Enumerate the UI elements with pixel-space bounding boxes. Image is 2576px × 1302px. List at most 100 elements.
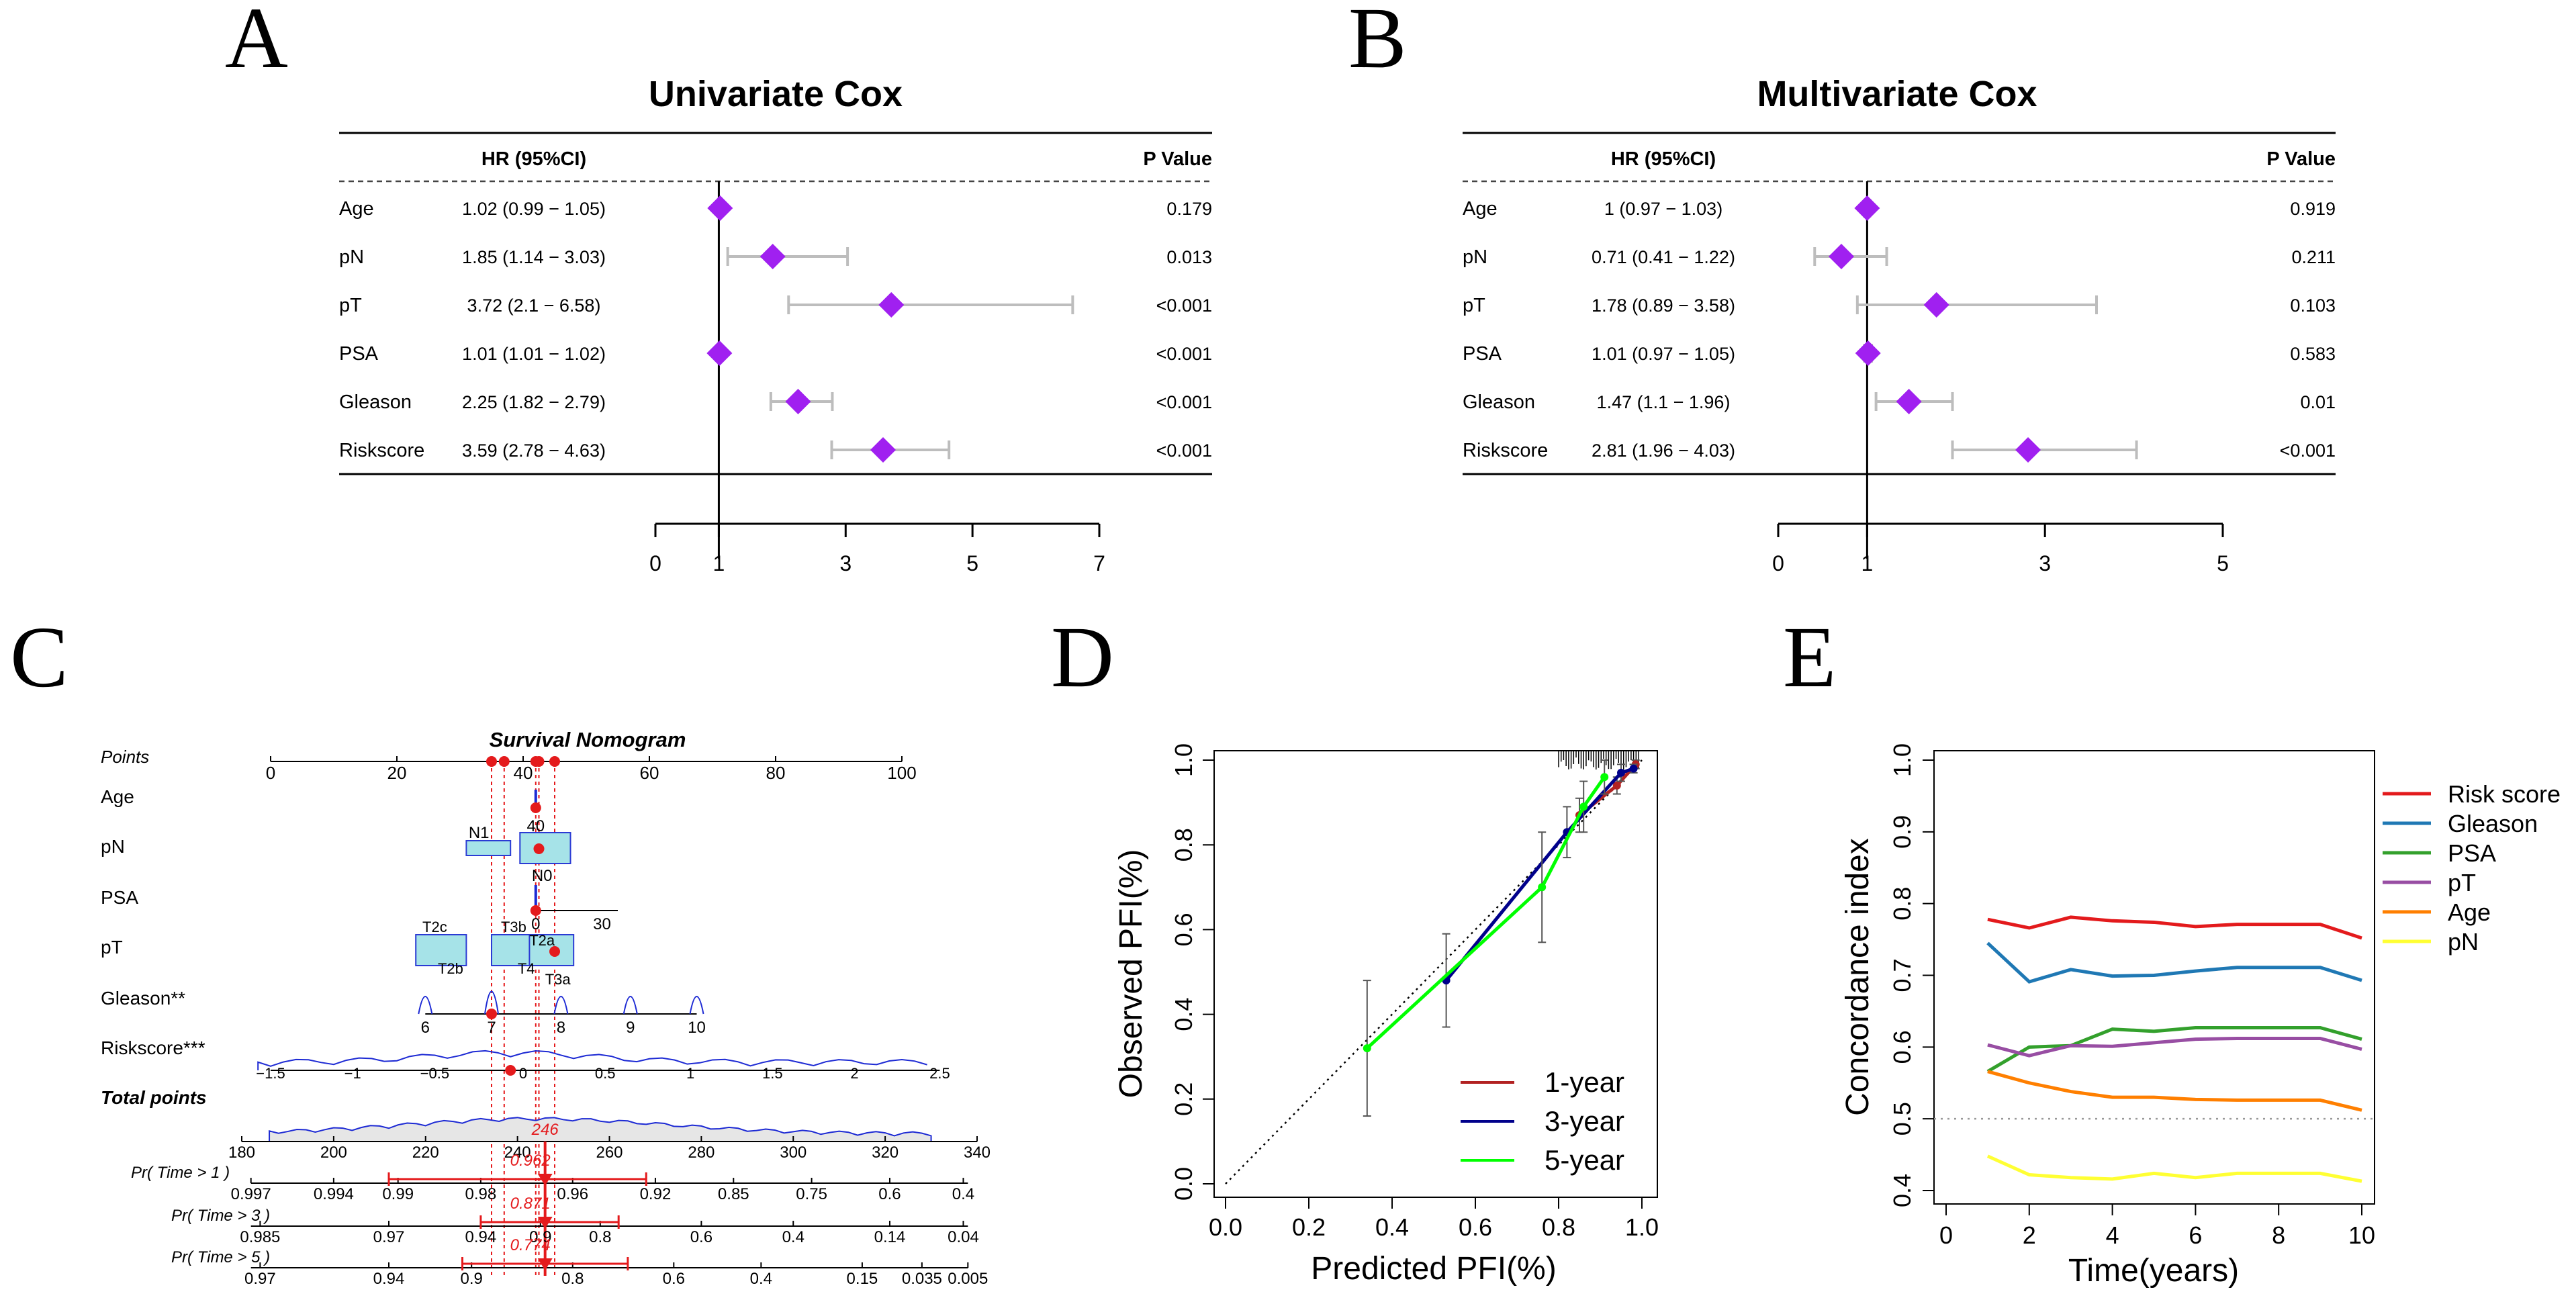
hr-point bbox=[870, 437, 896, 463]
calibration-line bbox=[1366, 776, 1606, 1050]
p-value: <0.001 bbox=[1156, 440, 1212, 461]
row-label: Gleason bbox=[1463, 391, 1535, 413]
pn-box-n1 bbox=[465, 840, 512, 856]
y-tick-label: 0.0 bbox=[1170, 1167, 1197, 1201]
p-value: <0.001 bbox=[2280, 440, 2336, 461]
legend-label: 1-year bbox=[1545, 1066, 1624, 1098]
calibration-line bbox=[1444, 767, 1635, 982]
gleason-density-peak bbox=[553, 996, 569, 1015]
pt-category-label: T4 bbox=[518, 960, 535, 977]
variable-label: pN bbox=[101, 836, 125, 857]
probability-marker bbox=[537, 1258, 553, 1270]
calibration-point bbox=[1600, 773, 1609, 782]
pn-category-label: N0 bbox=[532, 867, 553, 885]
row-label: pT bbox=[1463, 295, 1485, 316]
p-value: 0.583 bbox=[2290, 344, 2336, 364]
gleason-tick-label: 9 bbox=[626, 1019, 635, 1037]
p-value: 0.179 bbox=[1166, 199, 1212, 219]
probability-marker bbox=[537, 1174, 553, 1186]
x-tick-label: 5 bbox=[966, 551, 978, 575]
legend-label: pN bbox=[2448, 928, 2479, 956]
panel-label-c: C bbox=[10, 609, 68, 706]
x-tick-label: 0 bbox=[649, 551, 661, 575]
p-value: <0.001 bbox=[1156, 295, 1212, 316]
probability-tick-label: 0.98 bbox=[465, 1185, 497, 1203]
x-tick-label: 1 bbox=[713, 551, 725, 575]
total-tick-label: 240 bbox=[504, 1144, 531, 1162]
calibration-point bbox=[1363, 1044, 1371, 1053]
total-selected-label: 246 bbox=[531, 1121, 559, 1139]
hr-value: 2.81 (1.96 − 4.03) bbox=[1592, 440, 1735, 461]
probability-tick-label: 0.6 bbox=[878, 1185, 901, 1203]
ideal-diagonal bbox=[1225, 759, 1643, 1184]
row-label: Riskscore bbox=[1463, 440, 1548, 461]
total-tick-label: 180 bbox=[228, 1144, 255, 1162]
probability-tick-label: 0.6 bbox=[690, 1228, 712, 1246]
row-label: Age bbox=[339, 198, 374, 220]
points-label: Points bbox=[101, 747, 149, 767]
hr-header: HR (95%CI) bbox=[481, 148, 586, 170]
x-tick-label: 0.8 bbox=[1542, 1213, 1575, 1241]
nomogram-title: Survival Nomogram bbox=[490, 728, 686, 751]
calibration-point bbox=[1538, 883, 1547, 892]
plot-frame bbox=[1933, 750, 2375, 1205]
x-tick-label: 0.2 bbox=[1292, 1213, 1326, 1241]
x-axis-title: Time(years) bbox=[2068, 1253, 2239, 1289]
row-label: Age bbox=[1463, 198, 1498, 220]
probability-tick-label: 0.96 bbox=[557, 1185, 588, 1203]
hr-value: 3.72 (2.1 − 6.58) bbox=[467, 295, 601, 316]
riskscore-tick-label: 1.5 bbox=[762, 1065, 783, 1082]
gleason-tick-label: 7 bbox=[487, 1019, 496, 1037]
gleason-density-peak bbox=[689, 996, 704, 1015]
concordance-line bbox=[1986, 1025, 2362, 1073]
row-label: Riskscore bbox=[339, 440, 424, 461]
probability-tick-label: 0.8 bbox=[561, 1270, 584, 1288]
psa-tick-label: 0 bbox=[531, 915, 540, 933]
probability-tick-label: 0.005 bbox=[948, 1270, 988, 1288]
row-label: Gleason bbox=[339, 391, 412, 413]
x-tick-label: 2 bbox=[2023, 1221, 2036, 1249]
p-header: P Value bbox=[1143, 148, 1212, 170]
riskscore-tick-label: −1 bbox=[344, 1065, 361, 1082]
hr-point bbox=[707, 195, 733, 221]
pt-point bbox=[549, 946, 560, 957]
variable-label: PSA bbox=[101, 887, 138, 908]
calibration-point bbox=[1629, 764, 1638, 773]
points-tick-label: 80 bbox=[766, 763, 786, 783]
probability-tick-label: 0.99 bbox=[382, 1185, 414, 1203]
hr-point bbox=[706, 340, 733, 366]
total-points-density bbox=[269, 1117, 932, 1142]
points-tick-label: 100 bbox=[887, 763, 916, 783]
hr-point bbox=[2015, 437, 2041, 463]
probability-label: Pr( Time > 1 ) bbox=[131, 1164, 230, 1182]
chart-title: Univariate Cox bbox=[649, 74, 903, 114]
probability-tick-label: 0.994 bbox=[314, 1185, 354, 1203]
gleason-density-peak bbox=[484, 990, 499, 1015]
pn-point bbox=[533, 843, 545, 854]
concordance-line bbox=[1987, 1037, 2362, 1058]
x-tick-label: 1.0 bbox=[1625, 1213, 1659, 1241]
points-tick-label: 20 bbox=[387, 763, 407, 783]
row-label: pN bbox=[1463, 246, 1487, 268]
probability-label: Pr( Time > 5 ) bbox=[171, 1248, 270, 1266]
pt-category-label: T2c bbox=[422, 919, 447, 935]
hr-value: 1.78 (0.89 − 3.58) bbox=[1592, 295, 1735, 316]
probability-value: 0.962 bbox=[510, 1152, 551, 1170]
p-value: 0.919 bbox=[2290, 199, 2336, 219]
hr-value: 2.25 (1.82 − 2.79) bbox=[462, 392, 606, 412]
x-tick-label: 0.0 bbox=[1209, 1213, 1242, 1241]
y-axis-title: Observed PFI(%) bbox=[1113, 849, 1149, 1099]
gleason-density-peak bbox=[623, 996, 638, 1015]
variable-label: pT bbox=[101, 937, 123, 958]
calibration-point bbox=[1612, 781, 1621, 790]
probability-tick-label: 0.4 bbox=[750, 1270, 772, 1288]
p-header: P Value bbox=[2266, 148, 2336, 170]
hr-value: 1.01 (1.01 − 1.02) bbox=[462, 344, 606, 364]
variable-label: Gleason** bbox=[101, 988, 185, 1009]
hr-header: HR (95%CI) bbox=[1611, 148, 1716, 170]
probability-tick-label: 0.4 bbox=[782, 1228, 804, 1246]
probability-tick-label: 0.9 bbox=[529, 1228, 551, 1246]
x-tick-label: 0.4 bbox=[1375, 1213, 1409, 1241]
